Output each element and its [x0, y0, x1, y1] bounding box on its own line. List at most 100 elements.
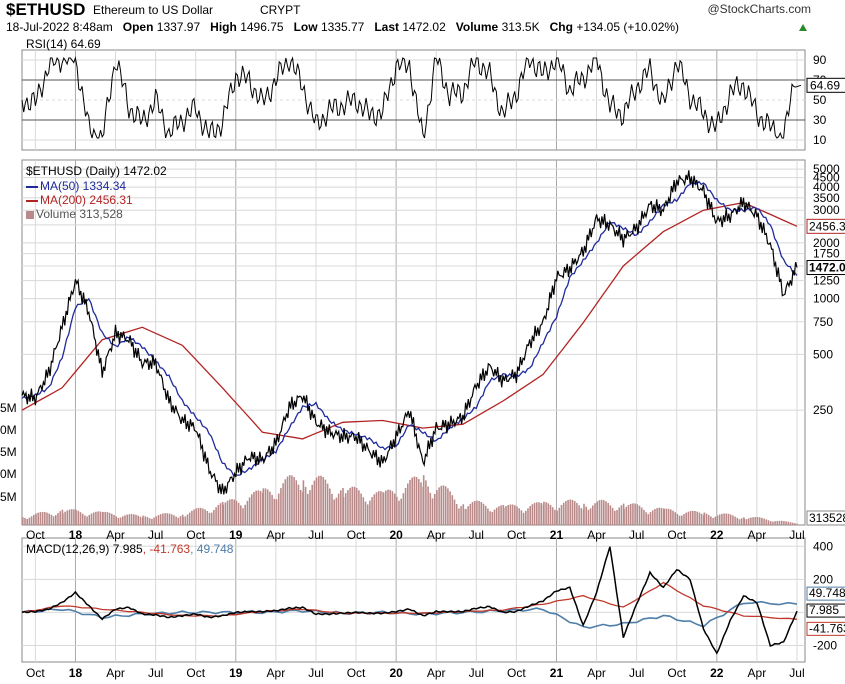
volume-bar [725, 513, 728, 525]
volume-bar [551, 507, 554, 525]
volume-bar [302, 480, 305, 525]
volume-bar [580, 508, 583, 525]
volume-bar [360, 493, 362, 525]
rsi-tick-label: 50 [813, 93, 827, 107]
volume-bar [415, 477, 418, 525]
volume-bar [224, 502, 227, 525]
price-line [21, 170, 798, 495]
volume-bar [705, 513, 708, 525]
volume-bar [458, 508, 460, 525]
volume-bar [377, 491, 380, 525]
x-tick-label: Oct [186, 666, 205, 680]
volume-bar [322, 477, 324, 525]
volume-bar [349, 487, 351, 525]
volume-bar [503, 507, 505, 525]
volume-bar [28, 517, 31, 525]
volume-bar [640, 507, 643, 525]
volume-bar [251, 494, 253, 525]
volume-bar [718, 514, 721, 525]
volume-bar [195, 508, 198, 525]
volume-bar [148, 518, 151, 525]
volume-bar [331, 493, 333, 525]
stockcharts-watermark[interactable]: @StockCharts.com [707, 2, 811, 16]
volume-bar [33, 514, 35, 525]
volume-bar [712, 518, 714, 525]
volume-bar [159, 514, 162, 525]
volume-bar [420, 482, 422, 525]
volume-bar [645, 512, 647, 525]
volume-bar [373, 494, 376, 525]
volume-bar [79, 512, 82, 525]
volume-bar [62, 513, 64, 525]
volume-bar [355, 488, 358, 525]
volume-bar [433, 494, 436, 525]
volume-bar [674, 512, 676, 525]
volume-bar [215, 507, 217, 525]
volume-bar [721, 513, 723, 525]
volume-bar [391, 491, 394, 525]
volume-bar [413, 476, 416, 525]
volume-bar [616, 510, 618, 525]
volume-bar [337, 493, 340, 525]
ma50-legend-text: MA(50) 1334.34 [40, 179, 127, 193]
volume-bar [623, 508, 625, 525]
volume-axis-tick-label: 0M [0, 467, 17, 481]
x-tick-label: Apr [267, 666, 286, 680]
volume-last-value-label: 313528 [809, 511, 845, 525]
x-tick-label: Apr [267, 528, 286, 542]
quote-line: 18-Jul-2022 8:48am Open 1337.97 High 149… [6, 20, 679, 34]
x-tick-label: Jul [148, 666, 163, 680]
volume-bar [124, 515, 126, 525]
volume-bar [219, 503, 222, 525]
volume-bar [776, 520, 779, 525]
volume-bar [465, 508, 467, 525]
volume-bar [396, 496, 398, 525]
volume-bar [449, 491, 451, 525]
volume-bar [618, 507, 620, 525]
volume-bar [244, 504, 246, 525]
volume-bar [162, 513, 164, 525]
volume-bar [678, 515, 681, 525]
volume-bar [589, 508, 592, 525]
volume-bar [707, 515, 710, 525]
volume-bar [253, 492, 255, 525]
ma50-swatch [26, 185, 38, 188]
volume-bar [643, 509, 645, 525]
volume-bar [505, 506, 507, 525]
volume-bar [558, 507, 561, 525]
volume-bar [217, 505, 220, 525]
volume-bar [266, 489, 269, 525]
volume-bar [66, 510, 69, 525]
volume-bar [769, 521, 772, 525]
volume-bar [538, 502, 540, 525]
low-value: 1335.77 [320, 20, 365, 34]
volume-bar [583, 503, 585, 525]
rsi-legend: RSI(14) 64.69 [26, 37, 101, 51]
macd-tick-label: 200 [813, 572, 833, 586]
x-tick-label: 18 [69, 528, 83, 542]
volume-bar [431, 498, 434, 525]
volume-bar [455, 504, 458, 525]
macd-tick-label: 400 [813, 539, 833, 553]
volume-bar [26, 519, 28, 525]
volume-bar [286, 476, 289, 525]
volume-bar [24, 518, 26, 525]
volume-bar [175, 516, 177, 525]
volume-bar [796, 523, 798, 525]
volume-bar [115, 516, 117, 525]
volume-bar [549, 505, 552, 525]
ma200-last-value-label: 2456.31 [809, 219, 845, 233]
volume-bar [654, 509, 656, 525]
volume-bar [41, 511, 44, 525]
security-name: Ethereum to US Dollar [93, 3, 214, 17]
price-panel: 5000450040003500300025002000175015001250… [0, 159, 845, 526]
volume-bar [126, 514, 128, 525]
volume-bar [35, 513, 37, 525]
volume-legend: Volume 313,528 [26, 207, 123, 221]
ma200-legend-text: MA(200) 2456.31 [40, 193, 133, 207]
price-last-value-box [806, 260, 845, 276]
x-tick-label: 20 [389, 528, 403, 542]
volume-bar [785, 521, 787, 525]
volume-bar [609, 505, 612, 525]
volume-bar [366, 504, 369, 525]
